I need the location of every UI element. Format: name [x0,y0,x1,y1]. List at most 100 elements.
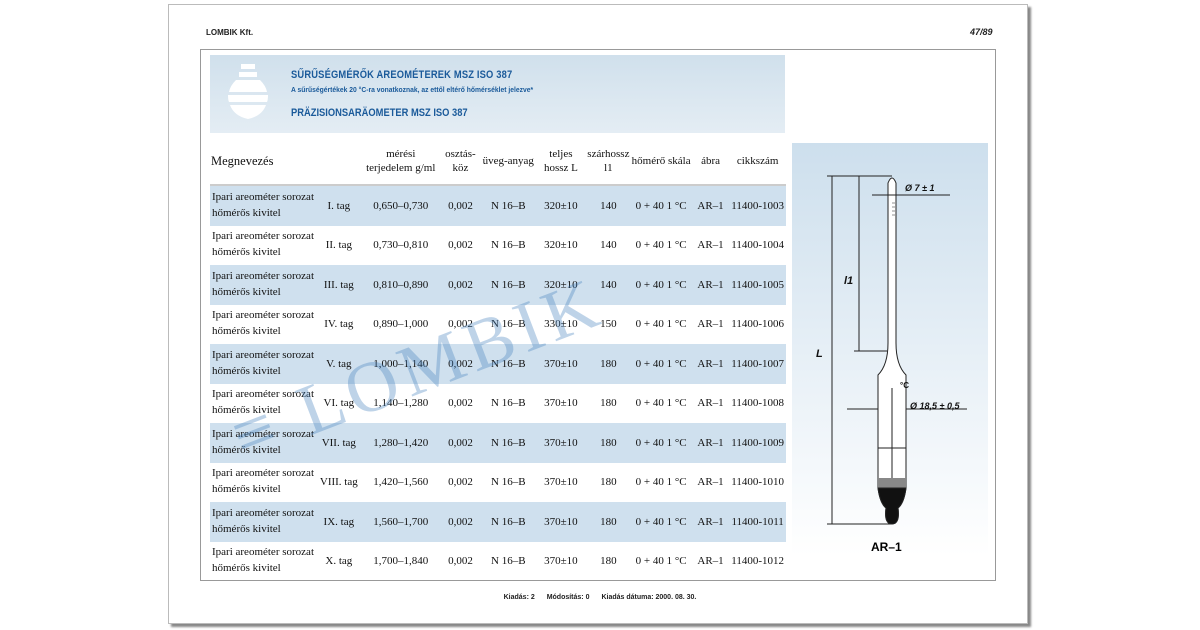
cell-range: 1,700–1,840 [373,555,429,568]
name-line2: hőmérős kivitel [212,206,281,219]
cell-tag: IX. tag [316,502,362,542]
product-name: Ipari areométer sorozat hőmérős kivitel [210,185,316,226]
col-glass: üveg-anyag [481,140,536,186]
table-row: Ipari areométer sorozat hőmérős kivitel IX… [210,502,786,542]
length-l1-label: l1 [844,275,854,287]
cell-div: 0,002 [439,344,482,384]
cell-glass: N 16–B [481,502,536,542]
cell-div: 0,002 [439,265,482,305]
section-title: SŰRŰSÉGMÉRŐK AREOMÉTEREK MSZ ISO 387 [291,69,513,81]
cell-fig: AR–1 [691,185,730,226]
cell-fig: AR–1 [697,476,724,489]
name-line2: hőmérős kivitel [212,364,281,377]
product-name: Ipari areométer sorozat hőmérős kivitel [210,384,316,424]
table-row: Ipari areométer sorozat hőmérős kivitel VI… [210,384,786,424]
table-row: Ipari areométer sorozat hőmérős kivitel II… [210,265,786,305]
name-line2: hőmérős kivitel [212,522,281,535]
cell-l1: 140 [586,185,631,226]
cell-fig: AR–1 [697,239,724,252]
table-header-row: Megnevezés mérési terjedelem g/ml osztás… [210,140,786,186]
cell-tag: II. tag [325,239,352,252]
product-name: Ipari areométer sorozat hőmérős kivitel [210,463,316,503]
cell-tag: I. tag [316,185,362,226]
cell-tag: VII. tag [316,423,362,463]
cell-range: 0,730–0,810 [373,239,429,252]
footer: Kiadás: 2 Módosítás: 0 Kiadás dátuma: 20… [0,594,1200,601]
cell-glass: N 16–B [491,318,526,331]
cell-fig: AR–1 [697,397,724,410]
cell-tag: IV. tag [324,318,354,331]
hydrometer-drawing [827,175,967,525]
cell-div: 0,002 [448,555,473,568]
cell-glass: N 16–B [491,239,526,252]
product-name: Ipari areométer sorozat hőmérős kivitel [210,502,316,542]
cell-range: 0,650–0,730 [361,185,440,226]
cell-code: 11400-1007 [729,344,786,384]
cell-L: 330±10 [544,318,578,331]
hydrometer-bulb-icon [228,64,268,119]
cell-div: 0,002 [448,476,473,489]
col-length: teljes hossz L [535,140,587,186]
cell-range: 1,000–1,140 [361,344,440,384]
cell-scale: 0 + 40 1 °C [635,476,687,489]
cell-glass: N 16–B [491,555,526,568]
section-subtitle: A sűrűségértékek 20 °C-ra vonatkoznak, a… [291,85,534,94]
table-row: Ipari areométer sorozat hőmérős kivitel I.… [210,185,786,226]
name-line2: hőmérős kivitel [212,246,281,259]
product-name: Ipari areométer sorozat hőmérős kivitel [210,344,316,384]
cell-code: 11400-1010 [731,476,784,489]
issue-date: Kiadás dátuma: 2000. 08. 30. [601,594,697,601]
cell-scale: 0 + 40 1 °C [635,397,687,410]
page-number: 47/89 [970,27,993,37]
product-name: Ipari areométer sorozat hőmérős kivitel [210,542,316,582]
cell-l1: 150 [600,318,617,331]
figure-label: AR–1 [871,540,902,554]
cell-glass: N 16–B [491,397,526,410]
product-table: Megnevezés mérési terjedelem g/ml osztás… [210,140,786,581]
name-line2: hőmérős kivitel [212,325,281,338]
cell-L: 370±10 [544,476,578,489]
cell-l1: 180 [600,476,617,489]
cell-tag: V. tag [316,344,362,384]
cell-glass: N 16–B [491,476,526,489]
col-code: cikkszám [729,140,786,186]
cell-L: 370±10 [535,344,587,384]
cell-L: 320±10 [535,185,587,226]
cell-scale: 0 + 40 1 °C [635,555,687,568]
cell-l1: 180 [586,344,631,384]
cell-div: 0,002 [439,502,482,542]
product-name: Ipari areométer sorozat hőmérős kivitel [210,265,316,305]
edition: Kiadás: 2 [503,594,535,601]
product-name: Ipari areométer sorozat hőmérős kivitel [210,423,316,463]
celsius-label: °C [900,381,909,390]
product-name: Ipari areométer sorozat hőmérős kivitel [210,305,316,345]
col-range: mérési terjedelem g/ml [361,140,440,186]
cell-L: 370±10 [544,397,578,410]
name-line2: hőmérős kivitel [212,285,281,298]
cell-L: 320±10 [544,239,578,252]
cell-range: 0,810–0,890 [361,265,440,305]
name-line1: Ipari areométer sorozat [212,467,314,480]
name-line1: Ipari areométer sorozat [212,427,314,440]
col-figure: ábra [691,140,730,186]
product-name: Ipari areométer sorozat hőmérős kivitel [210,226,316,266]
table-row: Ipari areométer sorozat hőmérős kivitel II… [210,226,786,266]
cell-fig: AR–1 [697,318,724,331]
cell-code: 11400-1008 [731,397,784,410]
col-division: osztás-köz [439,140,482,186]
cell-scale: 0 + 40 1 °C [630,265,692,305]
cell-range: 1,420–1,560 [373,476,429,489]
cell-code: 11400-1011 [729,502,786,542]
cell-scale: 0 + 40 1 °C [630,502,692,542]
length-L-label: L [816,348,823,360]
cell-code: 11400-1004 [731,239,784,252]
cell-fig: AR–1 [691,265,730,305]
cell-fig: AR–1 [697,555,724,568]
cell-code: 11400-1006 [731,318,784,331]
cell-L: 370±10 [535,423,587,463]
name-line1: Ipari areométer sorozat [212,388,314,401]
cell-scale: 0 + 40 1 °C [635,239,687,252]
cell-l1: 180 [586,423,631,463]
table-row: Ipari areométer sorozat hőmérős kivitel V.… [210,344,786,384]
cell-L: 370±10 [535,502,587,542]
